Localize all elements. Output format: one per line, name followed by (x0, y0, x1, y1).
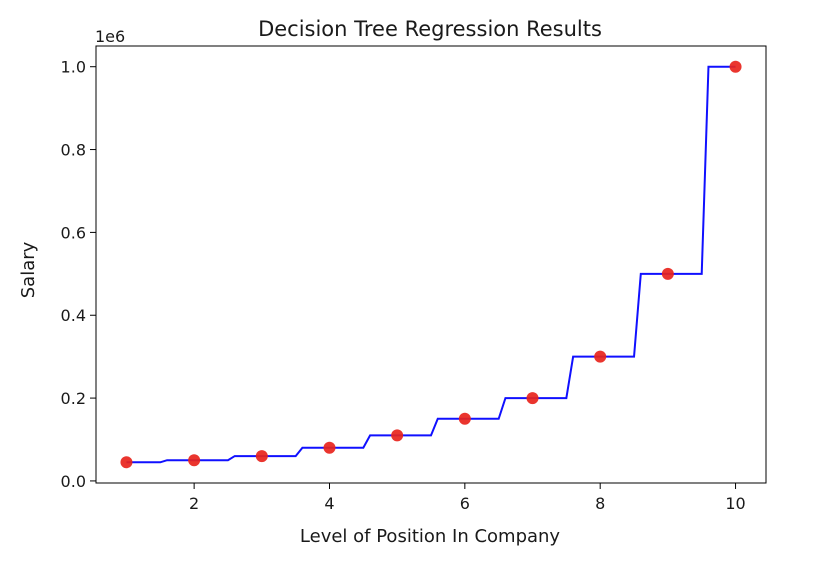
x-tick-label: 8 (595, 494, 605, 513)
y-tick-label: 1.0 (61, 58, 86, 77)
data-point (120, 456, 133, 469)
data-points-layer (120, 60, 742, 469)
x-axis-label: Level of Position In Company (300, 526, 561, 547)
y-axis-label: Salary (18, 241, 39, 298)
regression-line-layer (126, 65, 736, 464)
data-point (458, 412, 471, 425)
data-point (729, 60, 742, 73)
chart-title: Decision Tree Regression Results (258, 17, 602, 41)
regression-step-line (126, 65, 736, 464)
x-tick-label: 10 (725, 494, 745, 513)
data-point (661, 267, 674, 280)
y-tick-label: 0.2 (61, 389, 86, 408)
x-tick-label: 2 (189, 494, 199, 513)
data-point (323, 441, 336, 454)
data-point (391, 429, 404, 442)
data-point (594, 350, 607, 363)
y-tick-label: 0.6 (61, 223, 86, 242)
y-offset-label: 1e6 (95, 27, 125, 46)
data-point (255, 450, 268, 463)
ticks-layer: 2 4 6 8 10 0.0 0.2 0.4 0.6 0.8 1.0 (61, 58, 746, 513)
y-tick-label: 0.4 (61, 306, 86, 325)
axes-frame (95, 45, 767, 484)
x-tick-label: 6 (460, 494, 470, 513)
data-point (526, 392, 539, 405)
y-tick-label: 0.0 (61, 472, 86, 491)
y-tick-label: 0.8 (61, 141, 86, 160)
x-tick-label: 4 (324, 494, 334, 513)
data-point (188, 454, 201, 467)
